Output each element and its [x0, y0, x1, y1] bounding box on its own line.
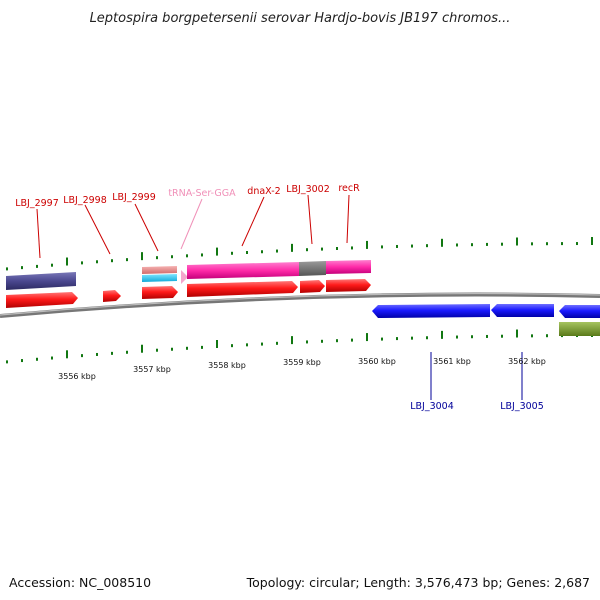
map-title: Leptospira borgpetersenii serovar Hardjo…	[89, 11, 511, 26]
feature-lbj-3004-cds[interactable]	[372, 304, 490, 318]
feature-lbj-2999-cog-salmon[interactable]	[142, 266, 177, 274]
scale-label-3559: 3559 kbp	[283, 358, 321, 367]
feature-lbj-3005-cds[interactable]	[491, 304, 554, 317]
label-dnax-2[interactable]: dnaX-2	[247, 186, 280, 197]
scale-label-3558: 3558 kbp	[208, 361, 246, 370]
feature-recr-cog[interactable]	[326, 260, 371, 274]
bottom-tick-row	[6, 329, 593, 364]
label-lbj-3005[interactable]: LBJ_3005	[500, 401, 544, 412]
feature-lbj-2998-cds[interactable]	[103, 290, 121, 302]
feature-next-reverse-cds[interactable]	[559, 305, 600, 318]
feature-next-reverse-cog[interactable]	[559, 322, 600, 336]
genome-backbone	[0, 292, 600, 318]
scale-label-3556: 3556 kbp	[58, 372, 96, 381]
label-recr[interactable]: recR	[338, 183, 360, 194]
feature-lbj-3002-cds[interactable]	[300, 280, 325, 293]
feature-lbj-2997-cog[interactable]	[6, 272, 76, 290]
scale-label-3557: 3557 kbp	[133, 365, 171, 374]
top-tick-row	[6, 237, 593, 271]
label-trna-ser-gga[interactable]: tRNA-Ser-GGA	[168, 188, 236, 199]
feature-lbj-3002-cog[interactable]	[299, 261, 326, 276]
feature-dnax-2-cog[interactable]	[187, 262, 299, 279]
trna-callout	[180, 198, 203, 250]
feature-dnax-2-cds[interactable]	[187, 281, 298, 297]
label-lbj-2998[interactable]: LBJ_2998	[63, 195, 107, 206]
top-callouts	[36, 194, 350, 259]
accession-text: Accession: NC_008510	[9, 575, 152, 590]
label-lbj-3004[interactable]: LBJ_3004	[410, 401, 454, 412]
label-lbj-3002[interactable]: LBJ_3002	[286, 184, 330, 195]
scale-label-3560: 3560 kbp	[358, 357, 396, 366]
feature-lbj-2999-cog-cyan[interactable]	[142, 274, 177, 282]
topology-text: Topology: circular; Length: 3,576,473 bp…	[246, 575, 590, 590]
scale-label-3562: 3562 kbp	[508, 357, 546, 366]
label-lbj-2997[interactable]: LBJ_2997	[15, 198, 59, 209]
bottom-callouts	[430, 352, 523, 400]
label-lbj-2999[interactable]: LBJ_2999	[112, 192, 156, 203]
feature-lbj-2997-cds[interactable]	[6, 292, 78, 308]
feature-recr-cds[interactable]	[326, 279, 371, 292]
feature-lbj-2999-cds[interactable]	[142, 286, 178, 299]
scale-label-3561: 3561 kbp	[433, 357, 471, 366]
feature-trna-ser-gga[interactable]	[181, 270, 188, 284]
